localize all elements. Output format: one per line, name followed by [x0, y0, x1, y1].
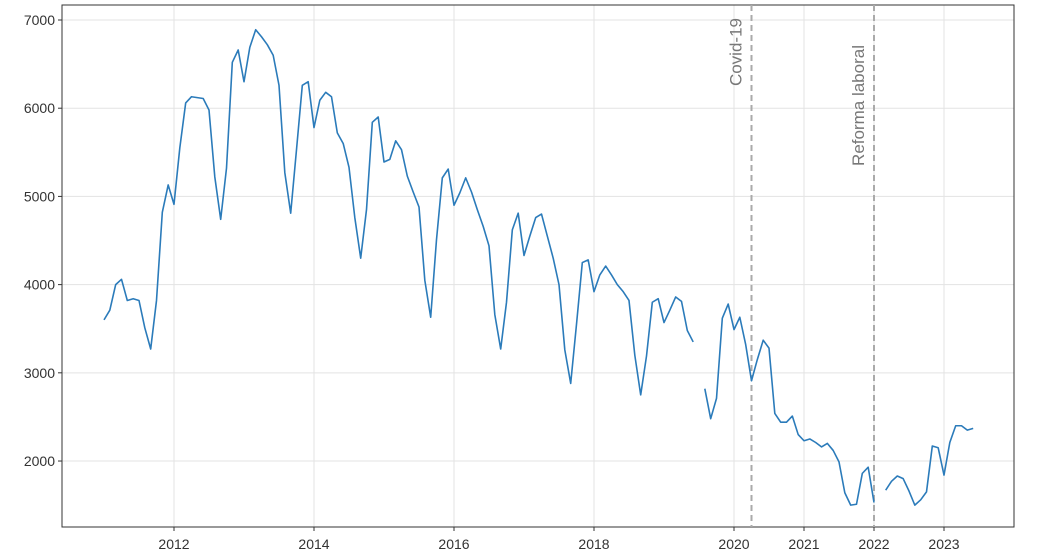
x-tick-label: 2020	[718, 536, 749, 552]
y-tick-label: 3000	[24, 365, 55, 381]
data-line	[103, 28, 974, 506]
y-tick-label: 5000	[24, 188, 55, 204]
x-tick-label: 2014	[298, 536, 329, 552]
y-tick-label: 7000	[24, 12, 55, 28]
x-tick-label: 2016	[438, 536, 469, 552]
event-label: Covid-19	[727, 18, 746, 86]
y-tick-label: 4000	[24, 277, 55, 293]
plot-frame	[61, 4, 1015, 528]
x-tick-label: 2018	[578, 536, 609, 552]
y-tick-label: 6000	[24, 100, 55, 116]
event-label: Reforma laboral	[849, 45, 868, 166]
x-tick-label: 2021	[788, 536, 819, 552]
x-tick-label: 2022	[858, 536, 889, 552]
x-tick-label: 2012	[158, 536, 189, 552]
y-tick-label: 2000	[24, 453, 55, 469]
x-tick-label: 2023	[928, 536, 959, 552]
